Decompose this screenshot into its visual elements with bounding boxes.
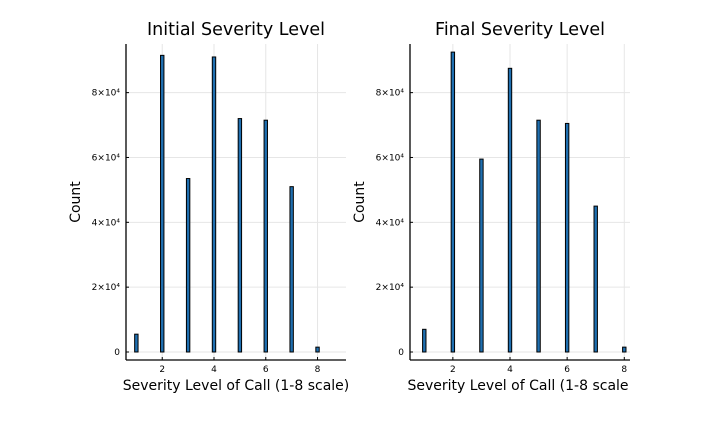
bar-level-5	[237, 118, 243, 353]
bar-level-1	[422, 328, 427, 353]
bar-level-1	[134, 333, 139, 353]
x-axis-label: Severity Level of Call (1-8 scale	[407, 378, 628, 394]
bar-level-6	[263, 119, 268, 353]
y-tick-label: 4×10⁴	[376, 218, 405, 228]
x-tick-label: 4	[507, 365, 513, 375]
bar-level-8	[315, 346, 320, 353]
x-tick-label: 8	[621, 365, 627, 375]
y-tick-label: 8×10⁴	[92, 89, 121, 99]
bar-level-8	[622, 346, 627, 353]
x-tick-label: 2	[159, 365, 165, 375]
bar-level-3	[185, 178, 191, 353]
y-tick-label: 2×10⁴	[92, 283, 121, 293]
final-severity-panel: 2 4 6 8 0 2×10⁴ 4×10⁴ 6×10⁴ 8×10⁴ Final Severity …	[352, 20, 630, 394]
chart-title: Final Severity Level	[435, 20, 605, 40]
bar-level-2	[450, 51, 456, 353]
x-axis-label: Severity Level of Call (1-8 scale)	[123, 378, 350, 394]
y-axis-label: Count	[352, 181, 368, 223]
bar-level-5	[536, 119, 541, 353]
y-tick-label: 6×10⁴	[92, 153, 121, 163]
x-tick-label: 6	[564, 365, 570, 375]
y-tick-label: 2×10⁴	[376, 283, 405, 293]
y-axis-label: Count	[68, 181, 84, 223]
y-tick-label: 8×10⁴	[376, 89, 405, 99]
bar-level-7	[289, 186, 294, 353]
initial-severity-panel: 2 4 6 8 0 2×10⁴ 4×10⁴ 6×10⁴ 8×10⁴ Initial Severit…	[68, 20, 349, 394]
y-tick-label: 0	[114, 348, 120, 358]
bar-level-2	[160, 54, 165, 353]
chart-title: Initial Severity Level	[147, 20, 325, 40]
x-tick-label: 4	[211, 365, 217, 375]
bar-level-4	[211, 56, 217, 353]
bar-level-6	[564, 122, 570, 353]
bar-level-4	[507, 67, 513, 353]
x-tick-label: 8	[315, 365, 321, 375]
x-tick-label: 2	[450, 365, 456, 375]
bar-level-3	[479, 158, 484, 353]
y-tick-label: 6×10⁴	[376, 153, 405, 163]
y-tick-label: 4×10⁴	[92, 218, 121, 228]
y-tick-label: 0	[398, 348, 404, 358]
bar-level-7	[593, 205, 598, 353]
x-tick-label: 6	[263, 365, 269, 375]
